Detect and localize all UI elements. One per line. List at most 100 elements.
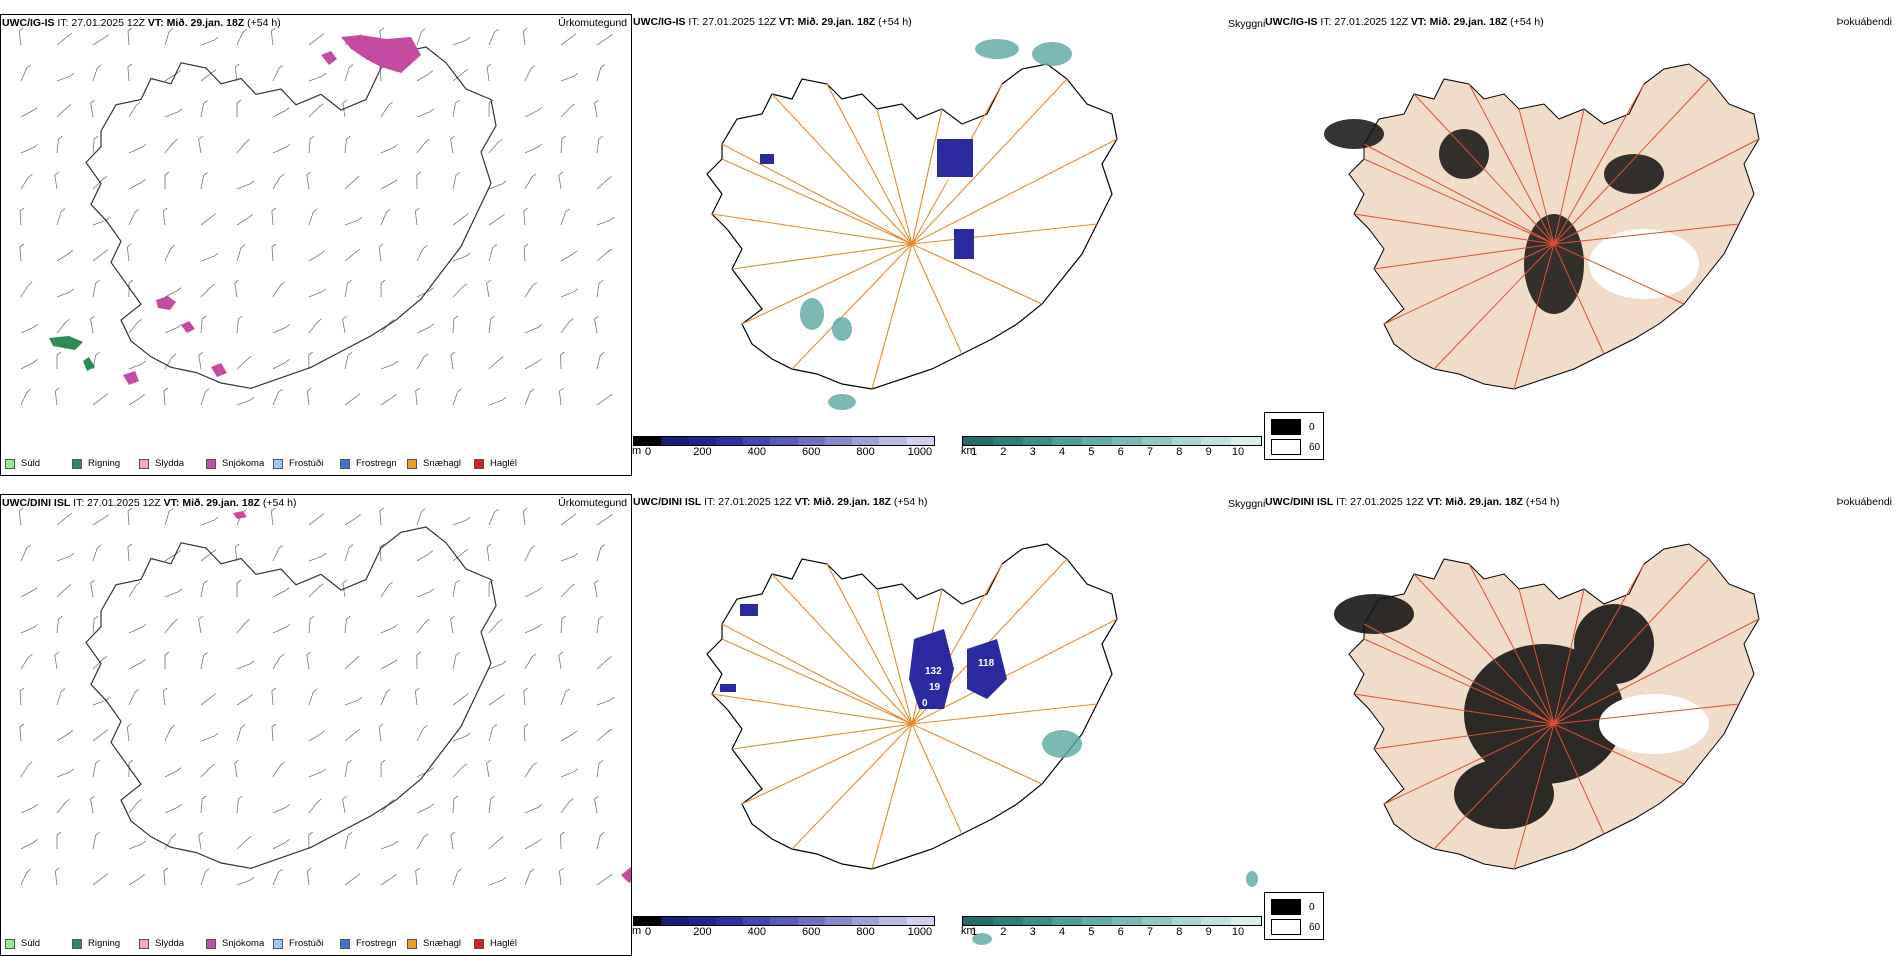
colorbar-tick: 800 xyxy=(856,926,875,938)
wind-barb xyxy=(488,876,507,886)
wind-barb xyxy=(198,831,204,850)
precip-type-panel-bottom: UWC/DINI ISL IT: 27.01.2025 12Z VT: Mið.… xyxy=(0,494,632,956)
wind-barb xyxy=(596,135,603,154)
wind-barb xyxy=(380,319,395,334)
fog-legend-black xyxy=(1271,899,1301,915)
wind-barb xyxy=(380,279,386,298)
wind-barb xyxy=(92,393,109,406)
wind-barb xyxy=(486,63,492,82)
wind-barb xyxy=(415,387,420,406)
wind-barb xyxy=(560,513,577,526)
colorbar-tick: 9 xyxy=(1205,446,1212,458)
wind-barb xyxy=(594,579,599,598)
wind-barb xyxy=(92,655,108,670)
wind-barb xyxy=(486,543,492,562)
legend-swatch xyxy=(206,458,216,469)
wind-barb xyxy=(416,245,428,262)
wind-barb xyxy=(522,27,528,46)
wind-barb xyxy=(19,723,25,742)
wind-barb xyxy=(380,101,393,118)
legend-swatch xyxy=(273,938,283,949)
wind-barb xyxy=(92,216,111,226)
colorbar-tick: 5 xyxy=(1088,446,1095,458)
legend-label: Frostúði xyxy=(289,458,324,469)
wind-barb xyxy=(19,687,25,706)
colorbar-tick: 7 xyxy=(1146,926,1154,938)
wind-barb xyxy=(128,179,146,190)
colorbar-tick: 6 xyxy=(1117,446,1124,458)
colorbar-cell xyxy=(879,437,907,445)
legend-swatch xyxy=(407,938,417,949)
legend-swatch xyxy=(407,458,417,469)
colorbar-tick: 400 xyxy=(747,446,766,458)
wind-barb xyxy=(56,104,72,118)
wind-barb xyxy=(523,723,529,742)
wind-barb xyxy=(128,874,146,886)
wind-barb xyxy=(380,581,393,598)
wind-barb xyxy=(308,798,322,814)
wind-barb xyxy=(344,351,353,370)
colorbar-cell xyxy=(634,917,662,925)
colorbar-cell xyxy=(1201,917,1232,925)
colorbar-cell xyxy=(1052,437,1083,445)
wind-barb xyxy=(416,171,422,190)
legend-swatch xyxy=(206,938,216,949)
wind-barb xyxy=(560,288,579,298)
legend-item: Frostúði xyxy=(273,458,340,469)
panel-header: UWC/DINI ISL IT: 27.01.2025 12Z VT: Mið.… xyxy=(1265,496,1560,508)
wind-barb xyxy=(416,28,426,46)
wind-barb xyxy=(56,552,75,562)
colorbar-cell xyxy=(992,917,1023,925)
colorbar-cell xyxy=(1082,917,1112,925)
wind-barb xyxy=(380,393,397,406)
wind-barb xyxy=(558,651,564,670)
fog-legend-top: 0 60 xyxy=(1264,412,1324,460)
wind-barb xyxy=(128,394,146,406)
cloud-visibility-panel-bottom: UWC/DINI ISL IT: 27.01.2025 12Z VT: Mið.… xyxy=(632,494,1264,956)
wind-barb xyxy=(308,513,325,526)
colorbar-tick: 400 xyxy=(747,926,766,938)
legend-label: Frostregn xyxy=(356,938,397,949)
legend-item: Snæhagl xyxy=(407,938,474,949)
wind-barb xyxy=(308,831,314,850)
wind-barb xyxy=(272,388,283,406)
wind-barb xyxy=(416,725,428,742)
wind-barb xyxy=(56,584,72,598)
wind-barb xyxy=(560,768,579,778)
wind-barb xyxy=(127,543,133,562)
wind-barb xyxy=(164,171,170,189)
wind-barb xyxy=(128,798,143,814)
wind-barb xyxy=(308,318,322,334)
wind-barb xyxy=(56,288,75,298)
colorbar-tick: 1 xyxy=(970,446,978,458)
wind-barb xyxy=(92,34,110,46)
wind-barb xyxy=(452,252,471,262)
wind-barb xyxy=(452,732,471,742)
svg-text:132: 132 xyxy=(925,666,942,677)
wind-barb xyxy=(20,587,38,598)
colorbar-cell xyxy=(1231,437,1261,445)
wind-barb xyxy=(272,281,285,298)
visibility-title-bottom: Skyggni xyxy=(1228,498,1266,510)
wind-barb xyxy=(164,618,179,634)
fog-legend-bottom: 0 60 xyxy=(1264,892,1324,940)
wind-barb xyxy=(200,763,216,778)
wind-barb xyxy=(344,656,360,670)
svg-text:118: 118 xyxy=(978,658,995,669)
wind-barb xyxy=(56,730,74,742)
wind-barb xyxy=(596,248,612,262)
colorbar-tick: 10 xyxy=(1231,926,1245,938)
legend-label: Slydda xyxy=(155,458,185,469)
wind-barb xyxy=(56,250,74,262)
visibility-ticks: 1 2 3 4 5 6 7 8 9 10 xyxy=(962,446,1262,460)
wind-barb xyxy=(200,252,219,262)
wind-barb xyxy=(379,543,385,562)
wind-barb xyxy=(488,693,505,706)
wind-barb xyxy=(128,659,146,670)
colorbar-cell xyxy=(770,437,798,445)
wind-barb xyxy=(56,768,75,778)
wind-barb xyxy=(344,176,360,190)
wind-barb xyxy=(128,688,140,706)
legend-item: Frostregn xyxy=(340,938,407,949)
wind-barb xyxy=(236,99,242,117)
